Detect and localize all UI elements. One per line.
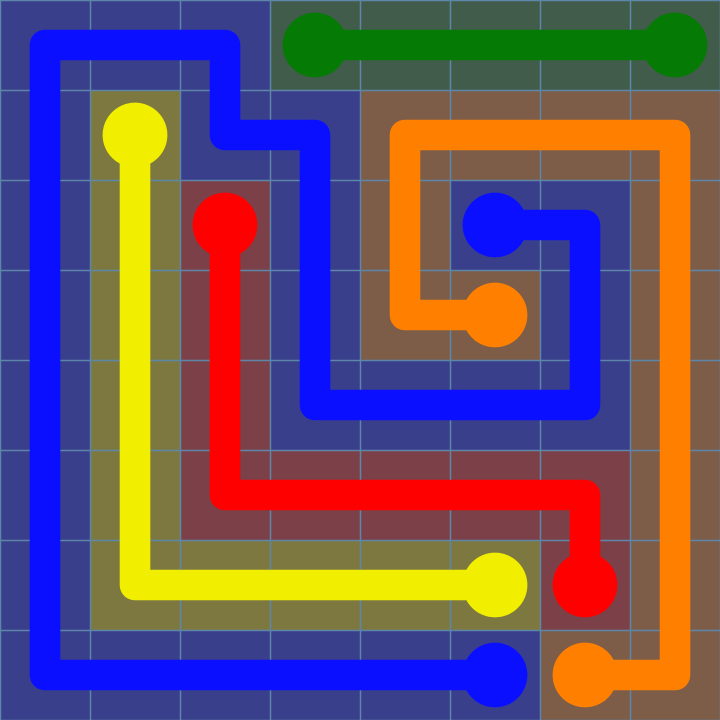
endpoint-dot-orange-start[interactable] bbox=[462, 282, 528, 348]
endpoint-dot-orange-end[interactable] bbox=[552, 642, 618, 708]
pipe-layer bbox=[29, 29, 691, 691]
pipe-red[interactable] bbox=[209, 209, 601, 601]
endpoint-dot-blue-end[interactable] bbox=[462, 192, 528, 258]
dot-layer bbox=[102, 12, 708, 708]
endpoint-dot-green-start[interactable] bbox=[282, 12, 348, 78]
endpoint-dot-red-start[interactable] bbox=[192, 192, 258, 258]
endpoint-dot-blue-start[interactable] bbox=[462, 642, 528, 708]
pipe-yellow[interactable] bbox=[119, 119, 511, 601]
pipe-orange[interactable] bbox=[389, 119, 691, 691]
endpoint-dot-yellow-end[interactable] bbox=[462, 552, 528, 618]
pipe-blue[interactable] bbox=[29, 29, 601, 691]
endpoint-dot-red-end[interactable] bbox=[552, 552, 618, 618]
endpoint-dot-yellow-start[interactable] bbox=[102, 102, 168, 168]
endpoint-dot-green-end[interactable] bbox=[642, 12, 708, 78]
